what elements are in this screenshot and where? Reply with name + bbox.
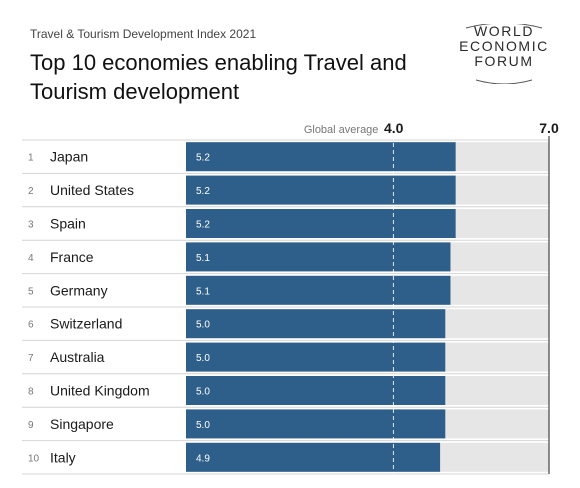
rank-label: 4 [28, 253, 34, 264]
country-label: Japan [50, 149, 88, 165]
value-label: 5.2 [196, 186, 210, 197]
axis-max-label: 7.0 [539, 120, 559, 136]
bar [186, 142, 456, 172]
country-label: Germany [50, 282, 108, 298]
bar [186, 442, 441, 472]
country-label: Switzerland [50, 316, 122, 332]
bar [186, 342, 446, 372]
global-average-label: Global average [304, 124, 379, 136]
value-label: 5.0 [196, 353, 210, 364]
rank-label: 5 [28, 286, 34, 297]
rank-label: 6 [28, 320, 34, 331]
value-label: 5.2 [196, 220, 210, 231]
chart-title: Top 10 economies enabling Travel and Tou… [30, 50, 407, 104]
value-label: 5.1 [196, 286, 210, 297]
country-label: Italy [50, 449, 76, 465]
bar [186, 175, 456, 205]
bar [186, 409, 446, 439]
value-label: 5.0 [196, 320, 210, 331]
bar [186, 275, 451, 305]
logo-line-1: WORLD [473, 23, 535, 39]
logo-arc-icon [465, 24, 543, 84]
value-label: 5.2 [196, 153, 210, 164]
logo-line-2: ECONOMIC [459, 38, 549, 54]
bar [186, 209, 456, 238]
country-label: Spain [50, 216, 86, 232]
rank-label: 3 [28, 220, 34, 231]
country-label: United States [50, 182, 134, 198]
world-economic-forum-logo: WORLD ECONOMIC FORUM [452, 23, 556, 84]
chart-subtitle: Travel & Tourism Development Index 2021 [30, 27, 257, 41]
rank-label: 8 [28, 387, 34, 398]
rank-label: 9 [28, 420, 34, 431]
rank-label: 10 [28, 453, 40, 464]
country-label: Australia [50, 349, 105, 365]
global-average-value: 4.0 [384, 120, 404, 136]
logo-line-3: FORUM [474, 53, 534, 69]
rank-label: 1 [28, 153, 34, 164]
country-label: Singapore [50, 416, 114, 432]
bar [186, 242, 451, 272]
country-label: France [50, 249, 94, 265]
value-label: 5.0 [196, 420, 210, 431]
value-label: 5.1 [196, 253, 210, 264]
rank-label: 2 [28, 186, 34, 197]
value-label: 5.0 [196, 387, 210, 398]
bar [186, 376, 446, 405]
value-label: 4.9 [196, 453, 210, 464]
bar [186, 309, 446, 339]
country-label: United Kingdom [50, 383, 150, 399]
rank-label: 7 [28, 353, 34, 364]
